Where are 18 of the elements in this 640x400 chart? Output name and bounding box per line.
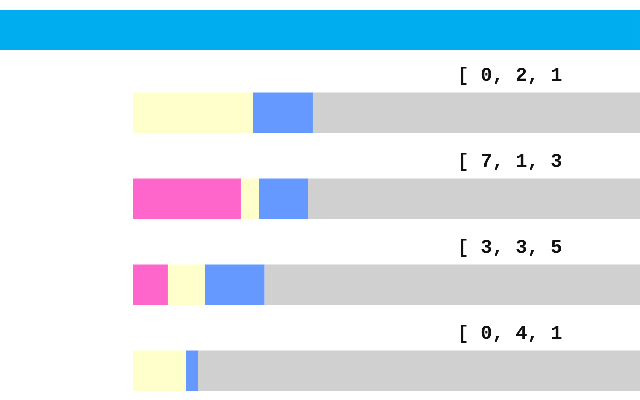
bar bbox=[186, 350, 198, 392]
bar bbox=[168, 264, 205, 306]
bar bbox=[308, 178, 640, 220]
bar bbox=[133, 264, 168, 306]
annotation: [ 7, 1, 3 bbox=[461, 152, 562, 172]
bar bbox=[253, 92, 313, 134]
annotation: [ 0, 2, 1 bbox=[461, 66, 562, 86]
bar bbox=[240, 178, 260, 220]
bar bbox=[133, 350, 186, 392]
bar bbox=[264, 264, 640, 306]
bar bbox=[198, 350, 640, 392]
annotation: [ 3, 3, 5 bbox=[461, 238, 562, 258]
bar bbox=[133, 92, 254, 134]
bar bbox=[259, 178, 308, 220]
bar bbox=[133, 178, 241, 220]
bar bbox=[312, 92, 640, 134]
annotation: [ 0, 4, 1 bbox=[461, 324, 562, 344]
bar bbox=[204, 264, 265, 306]
